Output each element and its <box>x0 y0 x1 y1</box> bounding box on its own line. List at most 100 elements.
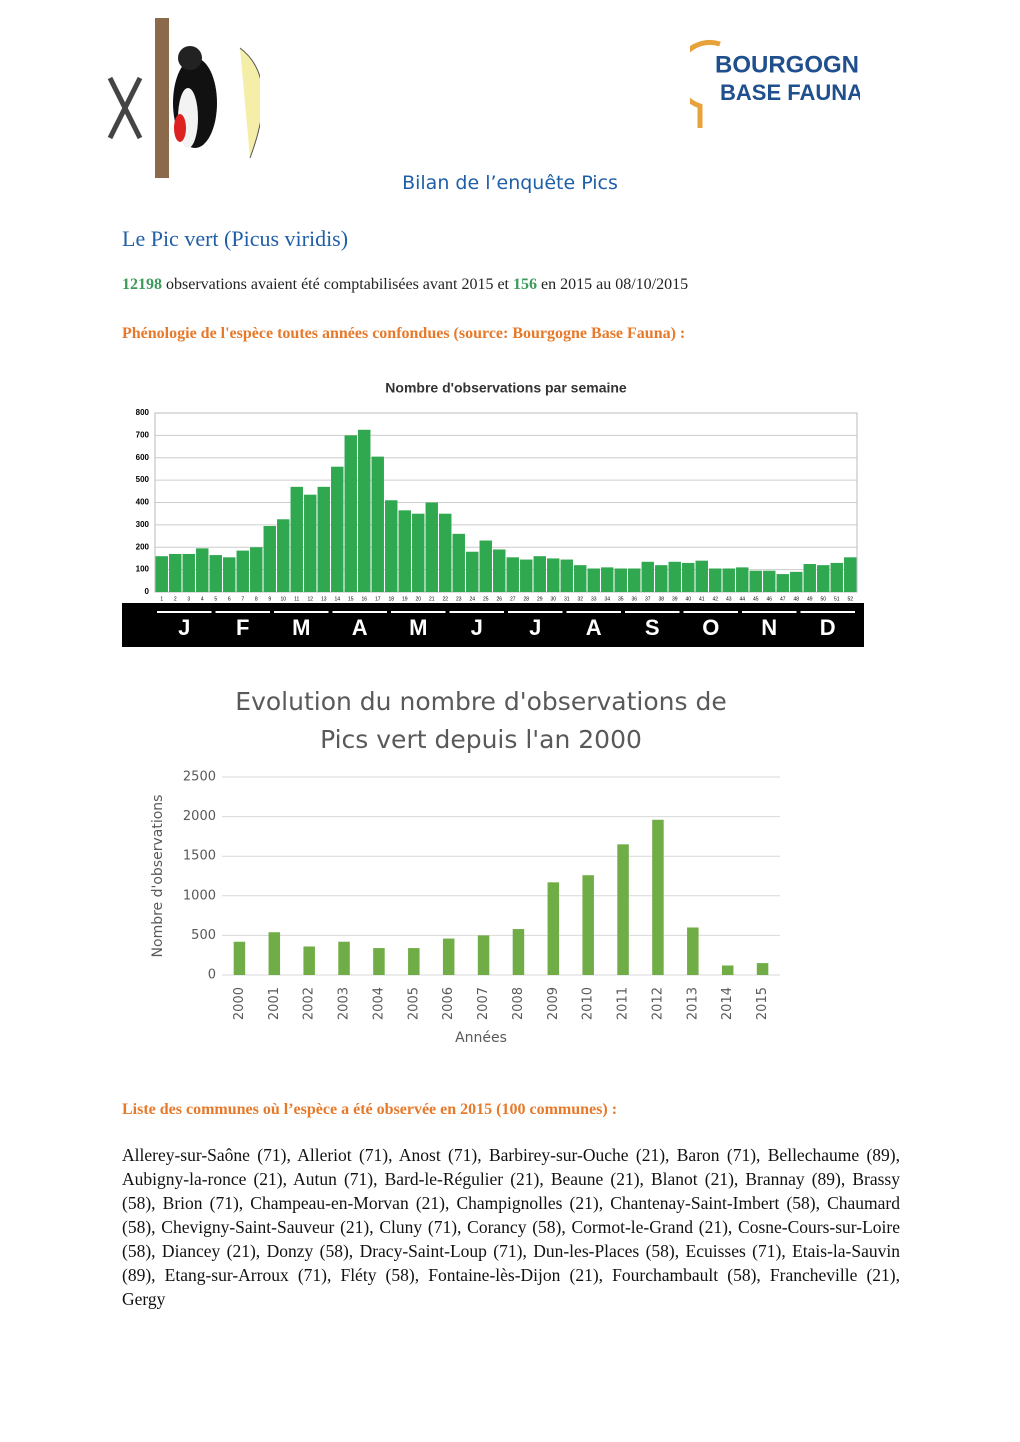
bar <box>736 567 749 592</box>
x-tick-label: 26 <box>496 596 502 602</box>
logo-arc <box>690 39 721 128</box>
bar <box>236 550 249 592</box>
bar <box>709 568 722 592</box>
bar <box>628 568 641 592</box>
bar <box>268 932 281 975</box>
bar <box>641 561 654 592</box>
bar <box>574 565 587 592</box>
month-label: N <box>761 615 777 640</box>
x-tick-label: 41 <box>699 596 705 602</box>
x-tick-label: 2003 <box>337 987 352 1020</box>
text: en 2015 au 08/10/2015 <box>541 276 689 293</box>
bar <box>756 963 769 975</box>
bar <box>817 565 830 592</box>
month-tick <box>742 611 797 613</box>
woodpecker-drawing <box>107 18 260 178</box>
y-tick-label: 0 <box>208 968 216 983</box>
logo: BOURGOGNE BASE FAUNA <box>690 39 860 128</box>
bar <box>601 567 614 592</box>
x-axis-label: Années <box>455 1030 507 1046</box>
x-tick-label: 40 <box>685 596 691 602</box>
wing-sketch <box>239 47 260 159</box>
bar <box>290 486 303 592</box>
bar <box>439 513 452 592</box>
y-tick-label: 2000 <box>183 809 216 824</box>
x-tick-label: 39 <box>672 596 678 602</box>
month-tick <box>683 611 738 613</box>
y-tick-label: 2500 <box>183 770 216 785</box>
x-tick-label: 2 <box>174 596 177 602</box>
y-tick-label: 700 <box>136 430 150 439</box>
x-tick-label: 46 <box>766 596 772 602</box>
bar <box>682 562 695 592</box>
month-tick <box>157 611 212 613</box>
x-tick-label: 20 <box>415 596 421 602</box>
communes-list: Allerey-sur-Saône (71), Alleriot (71), A… <box>122 1145 900 1309</box>
x-tick-label: 4 <box>201 596 204 602</box>
x-tick-label: 31 <box>564 596 570 602</box>
bar <box>169 553 182 592</box>
x-tick-label: 36 <box>631 596 637 602</box>
month-label: J <box>471 615 483 640</box>
page-title: Bilan de l’enquête Pics <box>402 172 618 194</box>
month-label: F <box>236 615 249 640</box>
month-label: A <box>586 615 602 640</box>
logo-text: BASE FAUNA <box>720 80 860 105</box>
bar <box>506 557 519 592</box>
bar <box>371 456 384 592</box>
month-tick <box>800 611 855 613</box>
bar <box>317 486 330 592</box>
bar <box>790 571 803 592</box>
bar <box>547 558 560 592</box>
x-tick-label: 35 <box>618 596 624 602</box>
y-tick-label: 1500 <box>183 849 216 864</box>
x-tick-label: 22 <box>442 596 448 602</box>
bar <box>776 574 789 592</box>
x-tick-label: 24 <box>469 596 475 602</box>
month-tick <box>449 611 504 613</box>
bar <box>614 568 627 592</box>
y-tick-label: 200 <box>136 542 150 551</box>
bar <box>182 553 195 592</box>
x-tick-label: 42 <box>712 596 718 602</box>
bar <box>155 556 168 592</box>
x-tick-label: 5 <box>214 596 217 602</box>
bar <box>668 561 681 592</box>
bar <box>233 941 246 975</box>
x-tick-label: 2012 <box>650 987 665 1020</box>
x-tick-label: 48 <box>793 596 799 602</box>
chart-title: Pics vert depuis l'an 2000 <box>320 725 642 754</box>
bar <box>512 929 525 975</box>
y-tick-label: 600 <box>136 453 150 462</box>
section-title: Le Pic vert (Picus viridis) <box>122 226 349 251</box>
x-tick-label: 29 <box>537 596 543 602</box>
x-tick-label: 51 <box>834 596 840 602</box>
x-tick-label: 1 <box>160 596 163 602</box>
month-label: M <box>292 615 310 640</box>
x-tick-label: 2007 <box>476 987 491 1020</box>
bar <box>547 882 560 975</box>
heading: Phénologie de l'espèce toutes années con… <box>122 325 686 342</box>
bar <box>304 494 317 592</box>
chart-title: Evolution du nombre d'observations de <box>235 687 726 716</box>
heading: Liste des communes où l’espèce a été obs… <box>122 1101 618 1118</box>
x-tick-label: 21 <box>429 596 435 602</box>
bar <box>687 927 699 975</box>
x-tick-label: 30 <box>550 596 556 602</box>
stats-line: 12198 observations avaient été comptabil… <box>122 276 688 294</box>
bar <box>408 948 420 975</box>
text: observations avaient été comptabilisées … <box>166 276 509 293</box>
bar <box>223 557 236 592</box>
x-tick-label: 10 <box>280 596 286 602</box>
x-tick-label: 2004 <box>371 987 386 1020</box>
month-label: S <box>645 615 660 640</box>
x-tick-label: 18 <box>388 596 394 602</box>
y-tick-label: 0 <box>145 587 150 596</box>
bar <box>749 570 762 592</box>
bar <box>520 559 533 592</box>
x-tick-label: 13 <box>321 596 327 602</box>
bar <box>358 429 371 592</box>
x-tick-label: 2010 <box>581 987 596 1020</box>
month-label: O <box>702 615 719 640</box>
